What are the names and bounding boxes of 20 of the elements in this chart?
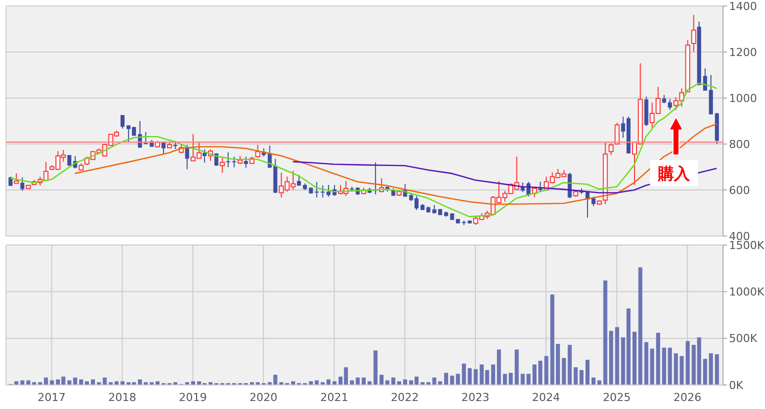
- y-tick-label: 800: [729, 138, 750, 151]
- y-tick-label: 500K: [729, 332, 758, 346]
- x-tick-label: 2019: [178, 390, 207, 404]
- x-tick-label: 2020: [249, 390, 278, 404]
- y-tick-label: 0K: [729, 378, 744, 392]
- x-tick-label: 2026: [673, 390, 702, 404]
- x-tick-label: 2017: [38, 390, 66, 404]
- y-tick-label: 1400: [729, 0, 757, 13]
- y-tick-label: 600: [729, 184, 750, 197]
- y-tick-label: 1500K: [729, 238, 765, 252]
- y-tick-label: 1000K: [729, 286, 765, 299]
- y-tick-label: 1000: [729, 92, 757, 105]
- x-tick-label: 2021: [320, 390, 348, 404]
- x-tick-label: 2024: [532, 390, 560, 404]
- y-tick-label: 1200: [729, 46, 757, 59]
- x-tick-label: 2018: [108, 390, 136, 404]
- x-tick-label: 2022: [390, 390, 419, 404]
- annotation: 購入: [657, 164, 691, 183]
- x-tick-label: 2025: [602, 390, 631, 404]
- x-tick-label: 2023: [461, 390, 490, 404]
